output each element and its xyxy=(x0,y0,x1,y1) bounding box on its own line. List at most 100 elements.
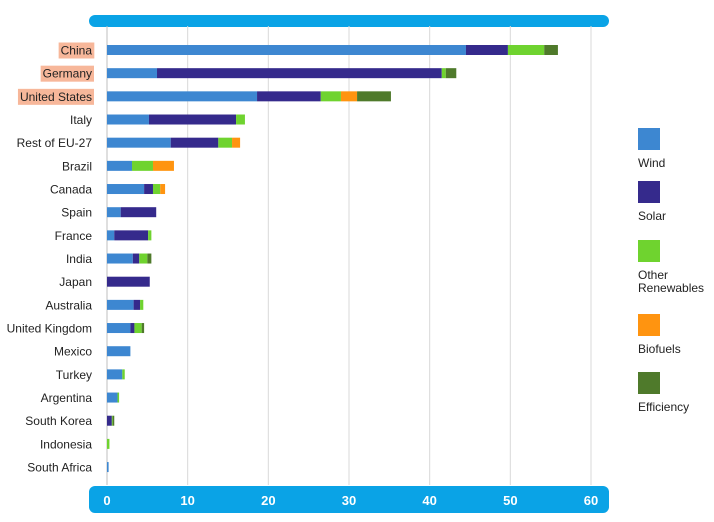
legend-item-efficiency: Efficiency xyxy=(638,372,714,414)
category-highlight-china xyxy=(58,42,95,59)
category-label-india: India xyxy=(66,252,92,266)
bar-germany-solar xyxy=(157,68,442,79)
bar-rest-of-eu-27-biofuels xyxy=(232,137,241,148)
bar-france-wind xyxy=(107,230,115,241)
bar-united-states-biofuels xyxy=(340,91,358,102)
legend-swatch-other-renewables xyxy=(638,240,660,262)
bar-india-other-renewables xyxy=(139,253,148,264)
bar-china-efficiency xyxy=(544,45,558,55)
bar-france-other-renewables xyxy=(148,230,152,241)
bar-brazil-other-renewables xyxy=(132,160,153,171)
legend-label-biofuels: Biofuels xyxy=(638,342,681,356)
x-tick-label-20: 20 xyxy=(261,493,275,508)
bar-india-efficiency xyxy=(147,253,152,264)
legend-swatch-solar xyxy=(638,181,660,203)
bar-united-states-solar xyxy=(257,91,321,102)
category-label-australia: Australia xyxy=(45,298,92,312)
bar-spain-solar xyxy=(120,207,157,218)
legend-label-efficiency: Efficiency xyxy=(638,400,690,414)
bar-turkey-other-renewables xyxy=(122,369,125,380)
bar-japan-solar xyxy=(107,276,150,287)
category-label-south-korea: South Korea xyxy=(25,414,92,428)
legend-label-solar: Solar xyxy=(638,209,667,223)
bar-canada-wind xyxy=(107,184,145,195)
legend-swatch-wind xyxy=(638,128,660,150)
legend-item-wind: Wind xyxy=(638,128,714,170)
category-label-rest-of-eu-27: Rest of EU-27 xyxy=(17,136,93,150)
bar-italy-other-renewables xyxy=(236,114,245,125)
bar-france-solar xyxy=(114,230,149,241)
category-label-south-africa: South Africa xyxy=(27,461,92,475)
bar-china-wind xyxy=(107,45,466,55)
category-label-indonesia: Indonesia xyxy=(40,437,92,451)
x-tick-label-0: 0 xyxy=(103,493,110,508)
category-label-germany: Germany xyxy=(43,67,92,81)
bar-united-states-efficiency xyxy=(357,91,391,102)
category-label-japan: Japan xyxy=(59,275,92,289)
legend-item-solar: Solar xyxy=(638,181,714,223)
bar-australia-solar xyxy=(133,299,141,310)
x-tick-label-60: 60 xyxy=(584,493,598,508)
bar-canada-solar xyxy=(144,184,153,195)
category-label-canada: Canada xyxy=(50,183,92,197)
category-label-china: China xyxy=(61,44,93,58)
bar-brazil-biofuels xyxy=(152,160,174,171)
category-highlight-germany xyxy=(40,65,94,82)
bar-mexico-wind xyxy=(107,346,131,357)
bar-italy-solar xyxy=(148,114,237,125)
bar-rest-of-eu-27-other-renewables xyxy=(218,137,233,148)
bar-united-kingdom-efficiency xyxy=(141,323,145,334)
bar-canada-biofuels xyxy=(160,184,166,195)
x-axis-band xyxy=(89,486,609,513)
x-tick-label-10: 10 xyxy=(180,493,194,508)
bar-united-states-other-renewables xyxy=(320,91,341,102)
bar-indonesia-other-renewables xyxy=(107,438,110,449)
bar-china-solar xyxy=(465,45,508,55)
category-label-mexico: Mexico xyxy=(54,345,92,359)
bar-argentina-other-renewables xyxy=(117,392,120,403)
x-tick-label-50: 50 xyxy=(503,493,517,508)
bar-india-solar xyxy=(132,253,140,264)
bar-south-africa-wind xyxy=(107,462,109,473)
legend-item-other-renewables: Other Renewables xyxy=(638,240,714,295)
bar-italy-wind xyxy=(107,114,149,125)
bar-rest-of-eu-27-solar xyxy=(170,137,219,148)
legend-swatch-efficiency xyxy=(638,372,660,394)
bar-germany-other-renewables xyxy=(441,68,446,79)
category-label-turkey: Turkey xyxy=(56,368,92,382)
bar-united-states-wind xyxy=(107,91,258,102)
category-label-argentina: Argentina xyxy=(41,391,93,405)
bar-united-kingdom-wind xyxy=(107,323,131,334)
bar-australia-wind xyxy=(107,299,134,310)
legend-label-wind: Wind xyxy=(638,156,666,170)
category-label-italy: Italy xyxy=(70,113,92,127)
bar-rest-of-eu-27-wind xyxy=(107,137,171,148)
legend-label-other-renewables: Other Renewables xyxy=(638,268,705,295)
category-label-united-states: United States xyxy=(20,90,92,104)
category-label-brazil: Brazil xyxy=(62,159,92,173)
bar-south-korea-efficiency xyxy=(112,415,115,426)
category-label-spain: Spain xyxy=(61,206,92,220)
bar-turkey-wind xyxy=(107,369,123,380)
bar-australia-other-renewables xyxy=(140,299,144,310)
bar-germany-efficiency xyxy=(445,68,457,79)
bar-argentina-wind xyxy=(107,392,118,403)
x-tick-label-40: 40 xyxy=(422,493,436,508)
bar-south-korea-other-renewables xyxy=(111,415,113,426)
bar-united-kingdom-solar xyxy=(130,323,135,334)
bar-spain-wind xyxy=(107,207,121,218)
bar-india-wind xyxy=(107,253,133,264)
legend-item-biofuels: Biofuels xyxy=(638,314,714,356)
bar-germany-wind xyxy=(107,68,158,79)
category-label-united-kingdom: United Kingdom xyxy=(7,322,92,336)
category-label-france: France xyxy=(55,229,93,243)
bar-canada-other-renewables xyxy=(152,184,161,195)
x-tick-label-30: 30 xyxy=(342,493,356,508)
bar-china-other-renewables xyxy=(507,45,545,55)
category-highlight-united-states xyxy=(17,88,94,105)
legend-swatch-biofuels xyxy=(638,314,660,336)
top-band xyxy=(89,15,609,27)
bar-united-kingdom-other-renewables xyxy=(134,323,142,334)
bar-south-korea-solar xyxy=(107,415,112,426)
